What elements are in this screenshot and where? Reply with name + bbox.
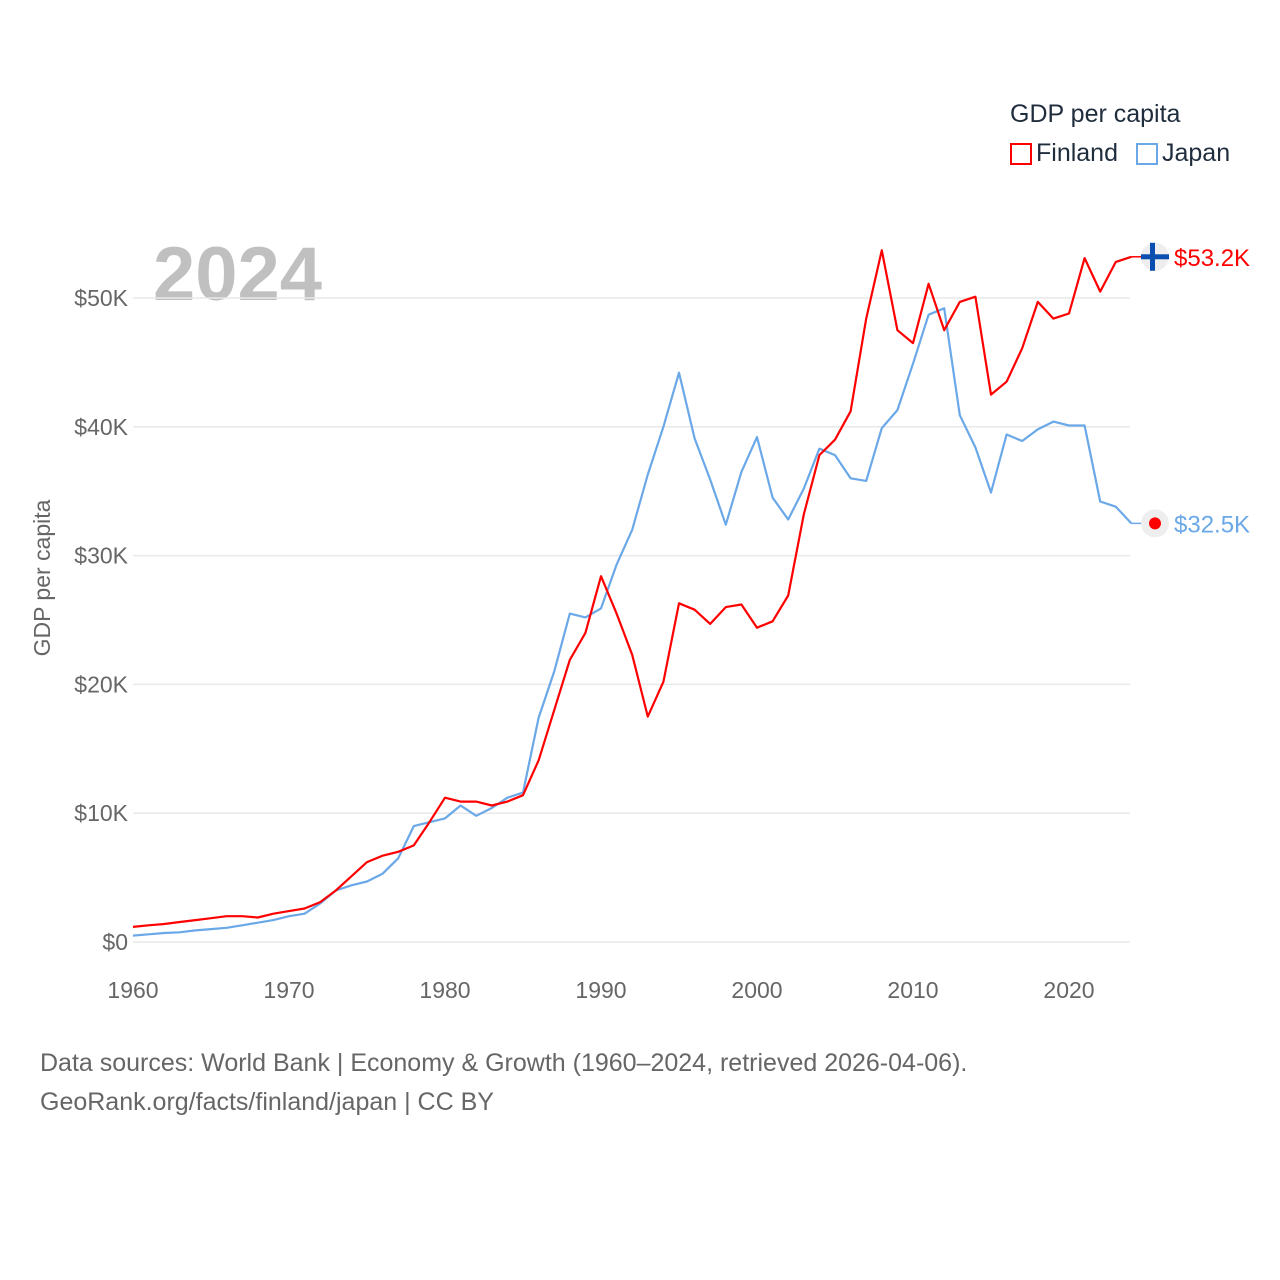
legend-title: GDP per capita <box>1010 100 1181 128</box>
legend-label-finland: Finland <box>1036 139 1118 167</box>
year-label: 2024 <box>153 232 322 317</box>
x-tick-label: 2000 <box>731 977 782 1003</box>
y-tick-label: $20K <box>74 671 128 697</box>
x-tick-label: 1960 <box>107 977 158 1003</box>
y-tick-label: $0 <box>102 929 128 955</box>
legend-label-japan: Japan <box>1162 139 1231 167</box>
series-line-finland <box>132 249 1132 928</box>
legend-item-japan[interactable]: Japan <box>1136 139 1230 168</box>
end-value-label-japan: $32.5K <box>1174 511 1250 538</box>
x-tick-label: 1980 <box>419 977 470 1003</box>
end-value-label-finland: $53.2K <box>1174 245 1250 272</box>
x-tick-label: 2010 <box>887 977 938 1003</box>
y-tick-label: $10K <box>74 800 128 826</box>
legend-item-finland[interactable]: Finland <box>1010 139 1118 168</box>
y-tick-label: $30K <box>74 543 128 569</box>
legend: GDP per capita Finland Japan <box>1010 100 1230 168</box>
x-tick-label: 1970 <box>263 977 314 1003</box>
x-tick-label: 1990 <box>575 977 626 1003</box>
y-axis-label: GDP per capita <box>29 499 55 656</box>
x-tick-label: 2020 <box>1043 977 1094 1003</box>
y-tick-label: $40K <box>74 414 128 440</box>
japan-flag-icon <box>1149 517 1161 530</box>
source-link[interactable]: GeoRank.org/facts/finland/japan | CC BY <box>40 1088 494 1116</box>
legend-swatch-finland <box>1010 142 1032 165</box>
series-line-japan <box>132 307 1133 937</box>
y-tick-label: $50K <box>74 285 128 311</box>
data-sources: Data sources: World Bank | Economy & Gro… <box>40 1049 968 1077</box>
finland-flag-icon-cross <box>1150 242 1155 271</box>
footer: Data sources: World Bank | Economy & Gro… <box>40 1044 967 1122</box>
legend-swatch-japan <box>1136 142 1158 165</box>
